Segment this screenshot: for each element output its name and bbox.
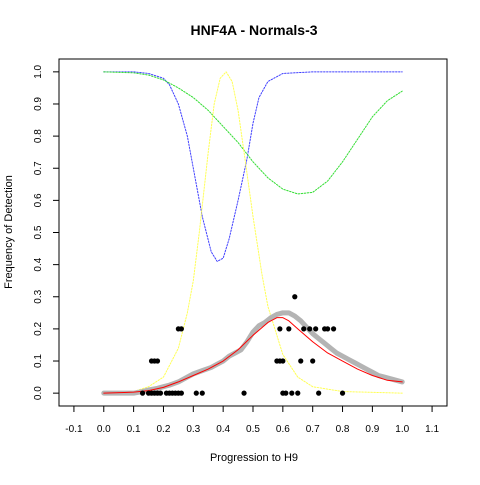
data-point xyxy=(295,390,301,396)
plot-frame xyxy=(58,58,448,407)
data-point xyxy=(154,358,161,364)
x-tick-label: 0.5 xyxy=(246,424,260,435)
data-point xyxy=(339,390,346,396)
x-tick-label: 1.1 xyxy=(425,424,439,435)
data-point xyxy=(283,390,289,396)
data-point xyxy=(157,390,164,396)
x-tick-label: 0.1 xyxy=(127,424,141,435)
data-point xyxy=(307,326,313,332)
data-point xyxy=(178,390,184,396)
y-tick-label: 0.9 xyxy=(33,97,44,111)
data-point xyxy=(241,390,247,396)
series-line-1 xyxy=(103,71,403,195)
data-point xyxy=(277,326,283,332)
data-point xyxy=(139,390,146,396)
x-tick-label: 0.0 xyxy=(97,424,111,435)
y-tick-label: 0.5 xyxy=(33,225,44,239)
data-point xyxy=(286,326,292,332)
y-tick-label: 0.4 xyxy=(33,257,44,271)
series-layer xyxy=(101,71,405,396)
data-point xyxy=(301,326,307,332)
x-tick-label: 0.2 xyxy=(157,424,171,435)
x-tick-label: 0.9 xyxy=(365,424,379,435)
data-point xyxy=(316,390,322,396)
y-tick-label: 0.6 xyxy=(33,193,44,207)
data-point xyxy=(280,358,286,364)
y-tick-label: 0.8 xyxy=(33,129,44,143)
x-tick-label: 0.7 xyxy=(306,424,320,435)
x-tick-label: 0.4 xyxy=(216,424,230,435)
data-point xyxy=(289,390,295,396)
x-axis-label: Progression to H9 xyxy=(210,452,298,464)
y-axis: 0.0 0.1 0.2 0.3 0.4 0.5 0.6 0.7 0.8 0.9 1.0 xyxy=(33,64,59,400)
data-point xyxy=(313,326,319,332)
y-tick-label: 0.0 xyxy=(33,386,44,400)
series-line-2 xyxy=(103,71,403,394)
data-point xyxy=(193,390,199,396)
data-point xyxy=(298,358,304,364)
x-axis: -0.1 0.0 0.1 0.2 0.3 0.4 0.5 0.6 0.7 0.8 0.9 1.0 1.1 xyxy=(65,406,439,435)
x-tick-label: 1.0 xyxy=(395,424,409,435)
y-tick-label: 0.7 xyxy=(33,161,44,175)
series-line-3 xyxy=(101,310,405,396)
data-point xyxy=(310,358,316,364)
data-point xyxy=(199,390,205,396)
data-point xyxy=(292,294,298,300)
x-tick-label: 0.3 xyxy=(186,424,200,435)
x-tick-label: -0.1 xyxy=(65,424,83,435)
series-line-0 xyxy=(103,71,403,262)
y-tick-label: 1.0 xyxy=(33,64,44,78)
x-tick-label: 0.8 xyxy=(336,424,350,435)
data-point xyxy=(178,326,184,332)
y-tick-label: 0.2 xyxy=(33,322,44,336)
y-tick-label: 0.3 xyxy=(33,289,44,303)
series-line-4 xyxy=(103,317,403,394)
data-point xyxy=(325,326,331,332)
y-tick-label: 0.1 xyxy=(33,354,44,368)
chart-title: HNF4A - Normals-3 xyxy=(190,22,317,38)
y-axis-label: Frequency of Detection xyxy=(3,175,15,289)
data-point xyxy=(330,326,337,332)
x-tick-label: 0.6 xyxy=(276,424,290,435)
